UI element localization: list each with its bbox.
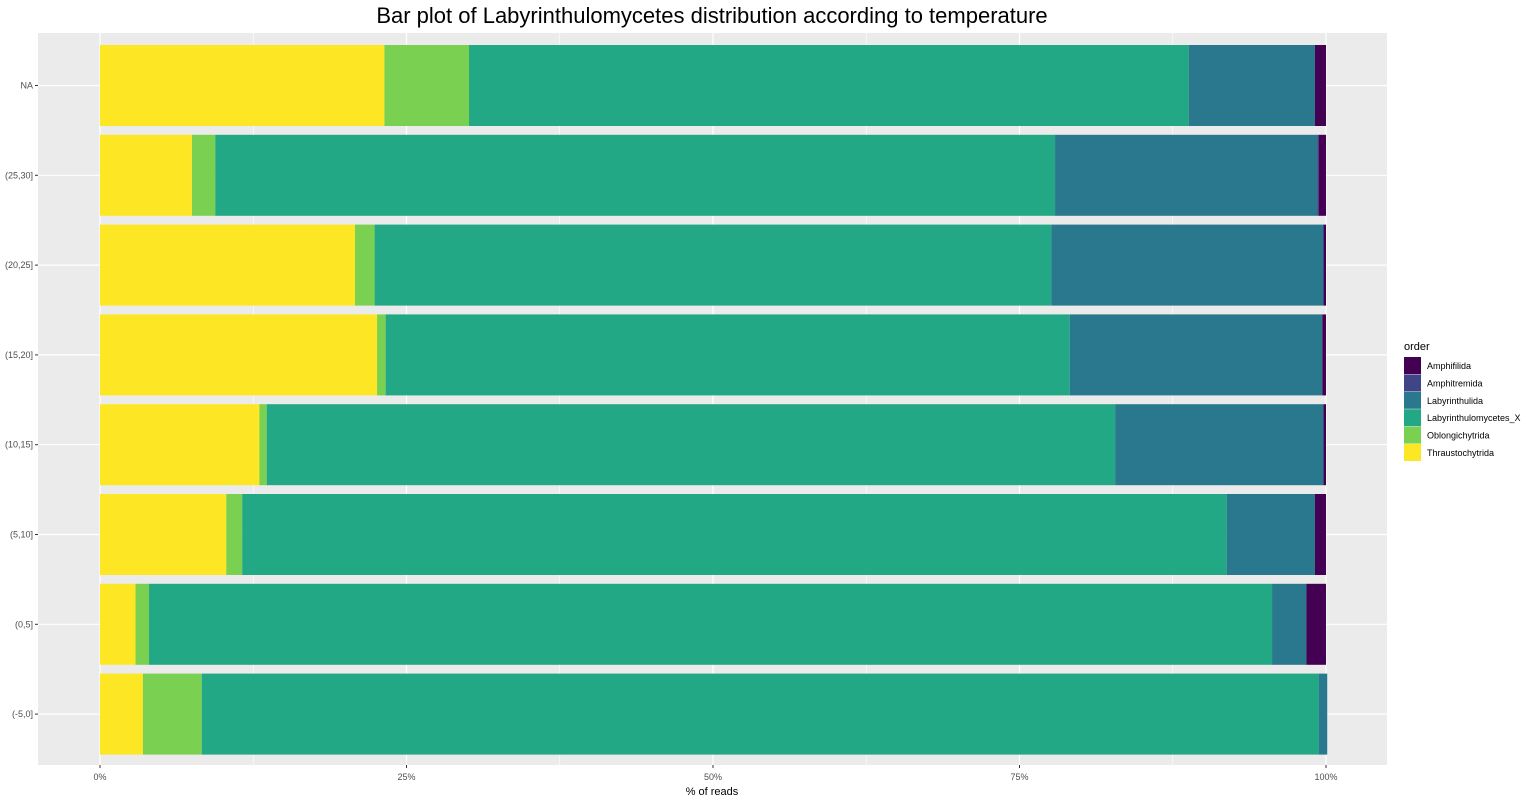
x-tick-label: 25%: [397, 772, 415, 782]
legend-title: order: [1404, 341, 1430, 353]
bar-segment: [100, 45, 385, 126]
y-tick-label: (5,10]: [10, 530, 33, 540]
legend-label: Labyrinthulomycetes_X: [1427, 413, 1521, 423]
bar-segment: [1115, 404, 1324, 486]
bar-segment: [1317, 134, 1319, 216]
bar-segment: [100, 404, 260, 486]
bar-segment: [149, 583, 1273, 665]
legend-label: Oblongichytrida: [1427, 431, 1490, 441]
y-tick-label: (20,25]: [5, 260, 33, 270]
bar-segment: [1188, 45, 1315, 126]
x-tick-label: 75%: [1010, 772, 1028, 782]
chart-title: Bar plot of Labyrinthulomycetes distribu…: [376, 3, 1047, 28]
y-tick-label: (15,20]: [5, 350, 33, 360]
y-tick-label: (-5,0]: [12, 709, 33, 719]
bar-segment: [135, 583, 150, 665]
legend-label: Amphitremida: [1427, 378, 1483, 388]
bar-segment: [259, 404, 267, 486]
bars: [100, 45, 1328, 755]
y-tick-label: NA: [20, 81, 33, 91]
bar-segment: [100, 673, 143, 755]
bar-segment: [1306, 583, 1326, 665]
bar-segment: [226, 494, 243, 575]
legend: order Amphifilida Amphitremida Labyrinthul…: [1404, 341, 1521, 461]
bar-segment: [469, 45, 1189, 126]
x-tick-label: 50%: [704, 772, 722, 782]
bar-segment: [100, 494, 227, 575]
legend-swatch: [1404, 426, 1421, 444]
bar-segment: [374, 224, 1052, 306]
legend-label: Amphifilida: [1427, 361, 1471, 371]
bar-segment: [1323, 404, 1326, 486]
bar-segment: [385, 314, 1070, 396]
bar-segment: [1314, 494, 1326, 575]
bar-segment: [1322, 314, 1326, 396]
x-axis-title: % of reads: [686, 786, 739, 798]
bar-segment: [201, 673, 1319, 755]
bar-segment: [100, 224, 356, 306]
bar-segment: [242, 494, 1227, 575]
bar-segment: [142, 673, 202, 755]
bar-segment: [100, 134, 192, 216]
bar-segment: [266, 404, 1116, 486]
bar-segment: [1323, 224, 1326, 306]
legend-swatch: [1404, 391, 1421, 409]
x-tick-label: 100%: [1314, 772, 1337, 782]
x-axis: 0% 25% 50% 75% 100%: [93, 765, 1338, 782]
legend-label: Thraustochytrida: [1427, 448, 1494, 458]
bar-segment: [1051, 224, 1324, 306]
legend-label: Labyrinthulida: [1427, 396, 1483, 406]
legend-swatch: [1404, 444, 1421, 461]
bar-segment: [377, 314, 386, 396]
x-tick-label: 0%: [93, 772, 106, 782]
bar-segment: [1272, 583, 1307, 665]
bar-segment: [215, 134, 1056, 216]
y-tick-label: (0,5]: [15, 619, 33, 629]
bar-segment: [1055, 134, 1318, 216]
bar-segment: [1318, 134, 1326, 216]
bar-segment: [191, 134, 216, 216]
bar-segment: [384, 45, 470, 126]
bar-segment: [1318, 673, 1328, 755]
bar-segment: [1226, 494, 1315, 575]
legend-swatch: [1404, 357, 1421, 374]
legend-swatch: [1404, 374, 1421, 392]
bar-segment: [100, 583, 136, 665]
bar-segment: [1069, 314, 1323, 396]
y-tick-label: (10,15]: [5, 440, 33, 450]
y-tick-label: (25,30]: [5, 170, 33, 180]
y-axis: NA (25,30] (20,25] (15,20] (10,15] (5,10] (0,5…: [5, 81, 38, 719]
legend-swatch: [1404, 409, 1421, 427]
bar-segment: [355, 224, 375, 306]
bar-segment: [1314, 45, 1326, 126]
bar-segment: [100, 314, 378, 396]
